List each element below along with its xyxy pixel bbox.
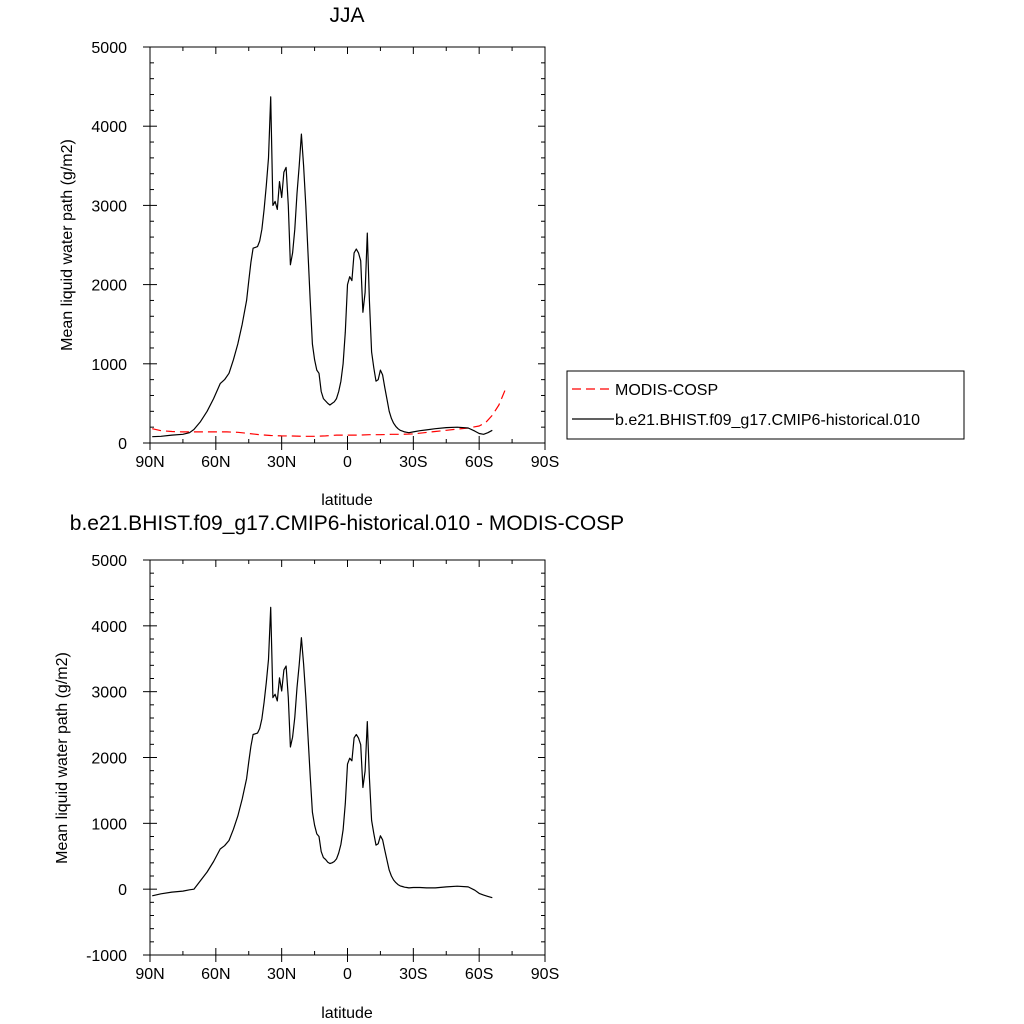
bottom-y-tick-label: 3000 <box>91 685 127 702</box>
bottom-y-axis-label: Mean liquid water path (g/m2) <box>54 652 71 864</box>
bottom-x-tick-label: 0 <box>343 966 352 983</box>
top-x-tick-label: 90S <box>531 454 559 471</box>
bottom-x-tick-label: 90S <box>531 966 559 983</box>
top-y-tick-label: 0 <box>118 436 127 453</box>
top-x-tick-label: 30N <box>267 454 296 471</box>
top-x-axis-label: latitude <box>321 492 373 509</box>
bottom-series-group <box>152 606 493 899</box>
bottom-y-tick-label: 4000 <box>91 619 127 636</box>
top-y-tick-label: 5000 <box>91 40 127 57</box>
top-x-tick-label: 60N <box>201 454 230 471</box>
bottom-x-tick-label: 30N <box>267 966 296 983</box>
top-axis-ticks: 90N 60N 30N 0 30S 60S 90S 0 1000 2000 3000 4000 5000 <box>91 40 559 471</box>
top-panel: JJA latitude Mean liquid water path (g/m… <box>59 4 965 509</box>
bottom-panel: b.e21.BHIST.f09_g17.CMIP6-historical.010… <box>54 512 624 1022</box>
bottom-x-tick-label: 90N <box>135 966 164 983</box>
bottom-x-tick-label: 60N <box>201 966 230 983</box>
top-series-group <box>152 96 507 438</box>
top-y-axis-label: Mean liquid water path (g/m2) <box>59 139 76 351</box>
top-x-tick-label: 0 <box>343 454 352 471</box>
top-x-tick-label: 90N <box>135 454 164 471</box>
top-x-tick-label: 30S <box>399 454 427 471</box>
top-chart-title: JJA <box>329 4 364 27</box>
legend-label-model: b.e21.BHIST.f09_g17.CMIP6-historical.010 <box>615 412 920 429</box>
top-series-line-1 <box>152 96 493 438</box>
bottom-x-tick-label: 30S <box>399 966 427 983</box>
bottom-x-axis-label: latitude <box>321 1005 373 1022</box>
bottom-y-tick-label: 5000 <box>91 553 127 570</box>
top-y-tick-label: 2000 <box>91 278 127 295</box>
top-y-tick-label: 3000 <box>91 198 127 215</box>
bottom-y-tick-label: 2000 <box>91 751 127 768</box>
top-plot-frame <box>149 46 546 444</box>
top-y-tick-label: 1000 <box>91 357 127 374</box>
top-y-tick-label: 4000 <box>91 119 127 136</box>
legend-frame <box>566 370 965 440</box>
legend-label-modis: MODIS-COSP <box>615 382 718 399</box>
top-series-line-0 <box>152 388 507 437</box>
bottom-y-tick-label: -1000 <box>86 948 127 965</box>
legend: MODIS-COSP b.e21.BHIST.f09_g17.CMIP6-his… <box>566 370 965 440</box>
bottom-y-tick-label: 0 <box>118 882 127 899</box>
bottom-axis-ticks: 90N 60N 30N 0 30S 60S 90S -1000 0 1000 2000 3000 400… <box>86 553 559 983</box>
top-x-tick-label: 60S <box>465 454 493 471</box>
bottom-series-line-0 <box>152 606 493 899</box>
bottom-x-tick-label: 60S <box>465 966 493 983</box>
bottom-chart-title: b.e21.BHIST.f09_g17.CMIP6-historical.010… <box>70 512 624 535</box>
bottom-y-tick-label: 1000 <box>91 816 127 833</box>
